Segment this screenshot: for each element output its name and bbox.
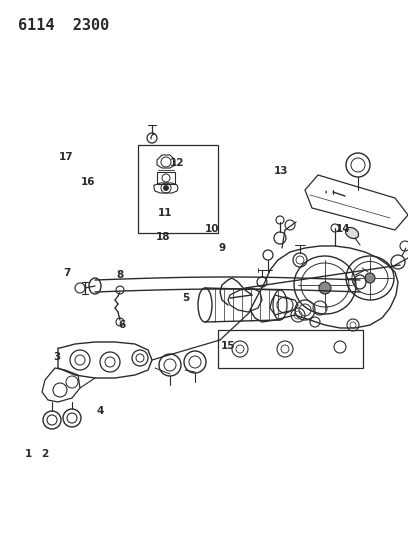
Bar xyxy=(157,172,175,184)
Text: 14: 14 xyxy=(335,224,350,234)
Text: 7: 7 xyxy=(64,268,71,278)
Text: 8: 8 xyxy=(117,270,124,280)
Text: 15: 15 xyxy=(221,342,236,351)
Text: 9: 9 xyxy=(219,243,226,253)
Text: 3: 3 xyxy=(53,352,61,362)
Bar xyxy=(138,145,218,233)
Text: 1: 1 xyxy=(25,449,32,459)
Text: 18: 18 xyxy=(156,232,171,242)
Circle shape xyxy=(319,282,331,294)
Circle shape xyxy=(164,185,169,190)
Circle shape xyxy=(365,273,375,283)
Ellipse shape xyxy=(346,228,359,239)
Text: 4: 4 xyxy=(96,407,104,416)
Text: 12: 12 xyxy=(170,158,185,167)
Text: 11: 11 xyxy=(158,208,173,218)
Text: 6: 6 xyxy=(119,320,126,330)
Text: 2: 2 xyxy=(41,449,49,459)
Text: 10: 10 xyxy=(205,224,220,234)
Text: 16: 16 xyxy=(80,177,95,187)
Text: 13: 13 xyxy=(274,166,289,175)
Text: 17: 17 xyxy=(59,152,73,162)
Text: 5: 5 xyxy=(182,294,189,303)
Bar xyxy=(218,330,363,368)
Text: 6114  2300: 6114 2300 xyxy=(18,18,109,33)
